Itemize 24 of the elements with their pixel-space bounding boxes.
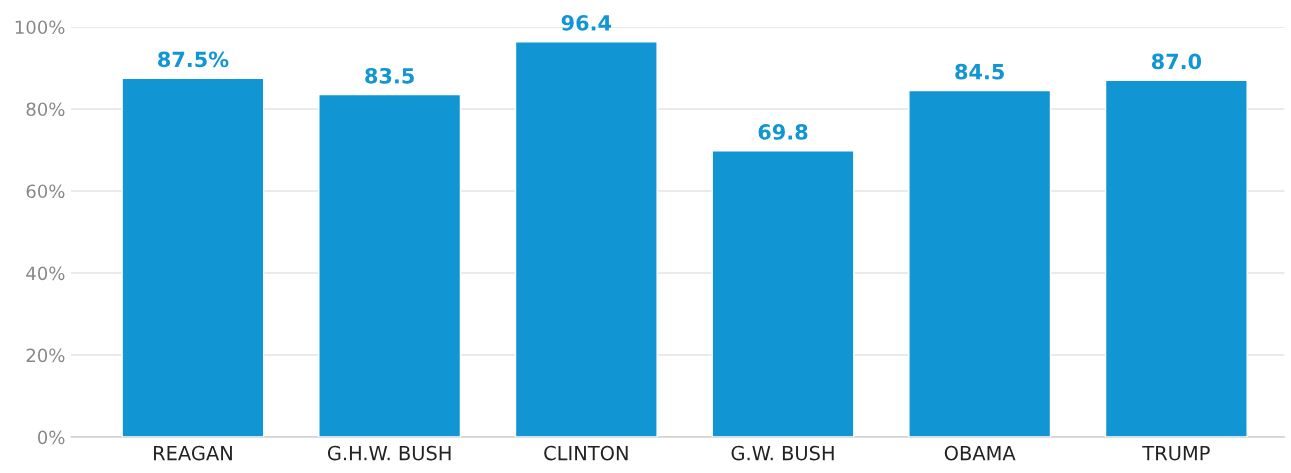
x-tick-label: G.H.W. BUSH xyxy=(327,445,451,461)
data-label: 87.5% xyxy=(158,51,229,68)
x-tick-label: OBAMA xyxy=(944,445,1016,461)
x-tick-label: CLINTON xyxy=(544,445,628,461)
bar xyxy=(514,41,658,438)
y-tick-label: 100% xyxy=(15,20,65,35)
data-label: 69.8 xyxy=(758,124,808,140)
bar xyxy=(1104,79,1248,438)
data-label: 96.4 xyxy=(561,15,612,31)
y-tick-label: 0% xyxy=(38,430,65,445)
data-label: 84.5 xyxy=(955,63,1004,80)
y-tick-label: 60% xyxy=(26,184,65,199)
x-tick-label: G.W. BUSH xyxy=(731,445,834,461)
x-tick-label: TRUMP xyxy=(1142,445,1210,461)
x-tick-label: REAGAN xyxy=(154,445,232,461)
bar xyxy=(711,150,855,438)
bar xyxy=(318,93,462,438)
y-tick-label: 40% xyxy=(26,266,65,281)
bar xyxy=(908,89,1052,438)
y-tick-label: 80% xyxy=(26,102,65,117)
data-label: 87.0 xyxy=(1151,53,1202,70)
y-tick-label: 20% xyxy=(26,348,65,363)
data-label: 83.5 xyxy=(365,67,414,84)
bar xyxy=(121,77,265,438)
